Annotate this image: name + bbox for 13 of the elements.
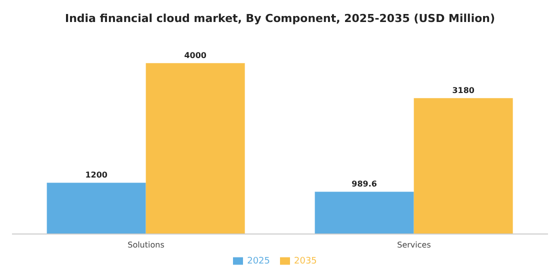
data-label: 4000 xyxy=(184,51,207,60)
bar xyxy=(146,63,245,234)
data-label: 1200 xyxy=(85,170,108,180)
x-tick-label: Solutions xyxy=(128,240,164,250)
bar xyxy=(314,192,414,234)
data-label: 3180 xyxy=(452,86,475,96)
bar xyxy=(46,182,146,234)
x-tick-label: Services xyxy=(397,240,431,250)
legend-label: 2025 xyxy=(247,256,270,266)
chart-title: India financial cloud market, By Component, 2025-2035 (USD Million) xyxy=(64,11,496,27)
legend-label: 2035 xyxy=(294,256,317,266)
data-label: 989.6 xyxy=(352,180,378,189)
bar xyxy=(414,98,513,234)
